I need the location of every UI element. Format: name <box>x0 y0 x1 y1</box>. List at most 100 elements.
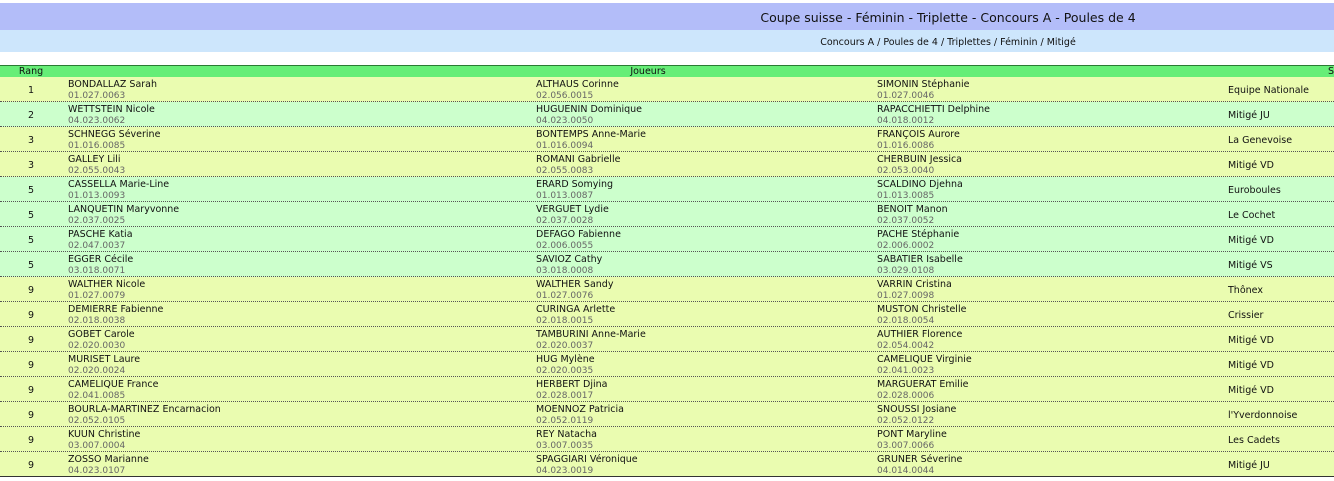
rank: 3 <box>27 160 35 171</box>
player-name: WALTHER Sandy <box>536 279 614 290</box>
rank: 5 <box>27 260 35 271</box>
license-number: 03.018.0071 <box>68 266 126 276</box>
license-number: 02.020.0024 <box>68 366 126 376</box>
player-name: BONTEMPS Anne-Marie <box>536 129 646 140</box>
rank: 9 <box>27 360 35 371</box>
license-number: 02.041.0023 <box>877 366 935 376</box>
player-name: ALTHAUS Corinne <box>536 79 619 90</box>
player-name: CASSELLA Marie-Line <box>68 179 170 190</box>
license-number: 02.037.0052 <box>877 216 935 226</box>
club: La Genevoise <box>1228 135 1293 146</box>
rank: 1 <box>27 85 35 96</box>
player-name: MUSTON Christelle <box>877 304 967 315</box>
license-number: 02.020.0035 <box>536 366 594 376</box>
table-row: 5 CASSELLA Marie-Line 01.013.0093 ERARD Som… <box>0 177 1334 202</box>
club: l'Yverdonnoise <box>1228 410 1298 421</box>
player-name: VARRIN Cristina <box>877 279 952 290</box>
player-name: MOENNOZ Patricia <box>536 404 624 415</box>
player-name: GRUNER Séverine <box>877 454 963 465</box>
table-row: 9 BOURLA-MARTINEZ Encarnacion 02.052.0105 M… <box>0 402 1334 427</box>
player-name: VERGUET Lydie <box>536 204 609 215</box>
rank: 3 <box>27 135 35 146</box>
player-name: WALTHER Nicole <box>68 279 146 290</box>
player-name: SAVIOZ Cathy <box>536 254 603 265</box>
player-name: PASCHE Katia <box>68 229 133 240</box>
license-number: 04.014.0044 <box>877 466 935 476</box>
license-number: 02.020.0030 <box>68 341 126 351</box>
table-row: 3 GALLEY Lili 02.055.0043 ROMANI Gabrielle 0… <box>0 152 1334 177</box>
club: Les Cadets <box>1228 435 1280 446</box>
table-row: 9 GOBET Carole 02.020.0030 TAMBURINI Anne-M… <box>0 327 1334 352</box>
rank: 9 <box>27 435 35 446</box>
license-number: 03.007.0066 <box>877 441 935 451</box>
rank: 5 <box>27 210 35 221</box>
license-number: 02.028.0017 <box>536 391 594 401</box>
license-number: 03.007.0035 <box>536 441 594 451</box>
player-name: GALLEY Lili <box>68 154 121 165</box>
club: Mitigé VD <box>1228 235 1274 246</box>
club: Mitigé JU <box>1228 460 1270 471</box>
club: Le Cochet <box>1228 210 1276 221</box>
player-name: MARGUERAT Emilie <box>877 379 969 390</box>
table-row: 1 BONDALLAZ Sarah 01.027.0063 ALTHAUS Corin… <box>0 77 1334 102</box>
player-name: SNOUSSI Josiane <box>877 404 957 415</box>
rank: 9 <box>27 385 35 396</box>
rank: 9 <box>27 410 35 421</box>
license-number: 02.055.0043 <box>68 166 126 176</box>
table-row: 9 KUUN Christine 03.007.0004 REY Natacha 03.… <box>0 427 1334 452</box>
player-name: CHERBUIN Jessica <box>877 154 963 165</box>
license-number: 02.037.0025 <box>68 216 126 226</box>
player-name: SABATIER Isabelle <box>877 254 963 265</box>
player-name: PONT Maryline <box>877 429 947 440</box>
column-header: Rang <box>18 66 44 77</box>
player-name: ERARD Somying <box>536 179 614 190</box>
license-number: 02.018.0054 <box>877 316 935 326</box>
column-header: S <box>1328 66 1334 77</box>
player-name: ROMANI Gabrielle <box>536 154 621 165</box>
club: Mitigé VD <box>1228 160 1274 171</box>
rank: 5 <box>27 185 35 196</box>
player-name: HUGUENIN Dominique <box>536 104 643 115</box>
table-row: 3 SCHNEGG Séverine 01.016.0085 BONTEMPS Ann… <box>0 127 1334 152</box>
club: Equipe Nationale <box>1228 85 1310 96</box>
player-name: GOBET Carole <box>68 329 135 340</box>
license-number: 02.018.0015 <box>536 316 594 326</box>
table-row: 9 MURISET Laure 02.020.0024 HUG Mylène 02.02… <box>0 352 1334 377</box>
table-row: 5 LANQUETIN Maryvonne 02.037.0025 VERGUET L… <box>0 202 1334 227</box>
license-number: 04.023.0050 <box>536 116 594 126</box>
license-number: 02.037.0028 <box>536 216 594 226</box>
club: Mitigé JU <box>1228 110 1270 121</box>
breadcrumb-bar <box>0 30 1334 52</box>
title-bar <box>0 3 1334 30</box>
player-name: CAMELIQUE France <box>68 379 159 390</box>
table-row: 5 EGGER Cécile 03.018.0071 SAVIOZ Cathy 03.0… <box>0 252 1334 277</box>
player-name: TAMBURINI Anne-Marie <box>536 329 646 340</box>
player-name: PACHE Stéphanie <box>877 229 960 240</box>
license-number: 02.056.0015 <box>536 91 594 101</box>
player-name: MURISET Laure <box>68 354 141 365</box>
rank: 9 <box>27 285 35 296</box>
player-name: BENOIT Manon <box>877 204 948 215</box>
player-name: HERBERT Djina <box>536 379 608 390</box>
license-number: 02.020.0037 <box>536 341 594 351</box>
player-name: BONDALLAZ Sarah <box>68 79 158 90</box>
license-number: 02.028.0006 <box>877 391 935 401</box>
license-number: 02.041.0085 <box>68 391 126 401</box>
license-number: 02.052.0105 <box>68 416 126 426</box>
license-number: 01.027.0098 <box>877 291 935 301</box>
license-number: 02.052.0119 <box>536 416 594 426</box>
license-number: 03.029.0108 <box>877 266 935 276</box>
player-name: WETTSTEIN Nicole <box>68 104 155 115</box>
club: Euroboules <box>1228 185 1281 196</box>
club: Mitigé VD <box>1228 335 1274 346</box>
license-number: 03.007.0004 <box>68 441 126 451</box>
table-row: 9 WALTHER Nicole 01.027.0079 WALTHER Sandy 0… <box>0 277 1334 302</box>
rank: 9 <box>27 460 35 471</box>
rank: 2 <box>27 110 35 121</box>
rank: 5 <box>27 235 35 246</box>
player-name: KUUN Christine <box>68 429 141 440</box>
rank: 9 <box>27 310 35 321</box>
page-title: Coupe suisse - Féminin - Triplette - Con… <box>760 10 1136 25</box>
license-number: 01.016.0094 <box>536 141 594 151</box>
